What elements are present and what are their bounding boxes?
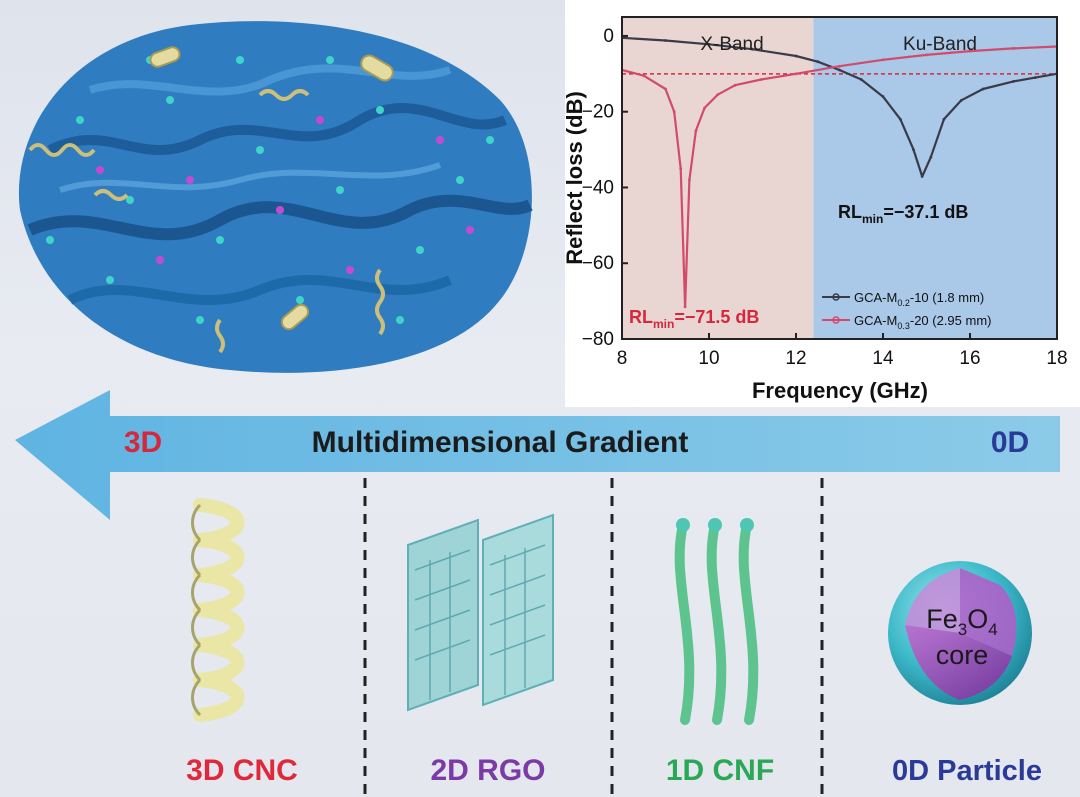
y-tick-label-4: −80: [582, 329, 614, 350]
reflection-loss-chart: 8 10 12 14 16 18 0 −20 −40 −60 −80 Reflect loss (d…: [562, 0, 1080, 407]
particle-formula: Fe3O4: [926, 604, 997, 639]
series-0-point-2: [707, 42, 711, 46]
axis-ticks: 8 10 12 14 16 18 0 −20 −40 −60 −80: [582, 26, 1068, 369]
plot-frame: [621, 16, 1058, 340]
y-tick-label-1: −20: [582, 102, 614, 123]
series-0-point-14: [959, 98, 963, 102]
series-0-point-16: [1012, 80, 1015, 83]
x-axis-label: Frequency (GHz): [752, 378, 928, 403]
series-1-point-1: [642, 74, 646, 78]
x-tick-label-2: 12: [785, 348, 806, 369]
legend-label-red: GCA-M0.3-20 (2.95 mm): [854, 313, 992, 331]
arrow-title: Multidimensional Gradient: [312, 426, 689, 459]
legend-marker-black: [832, 293, 840, 301]
chart-series-group: [622, 36, 1057, 309]
arrow-left-label: 3D: [124, 426, 162, 459]
series-1-point-2: [664, 87, 667, 91]
series-1-point-9: [716, 93, 720, 97]
y-tick-label-3: −60: [582, 253, 614, 274]
series-0-point-10: [912, 148, 915, 151]
label-1d-cnf: 1D CNF: [666, 754, 774, 787]
series-1-point-6: [688, 178, 691, 182]
chart-legend: GCA-M0.2-10 (1.8 mm) GCA-M0.3-20 (2.95 m…: [822, 290, 992, 331]
cnc-coil-illustration: [191, 498, 245, 722]
series-1-point-10: [733, 83, 737, 87]
band-region-1: [813, 17, 1057, 339]
series-0-point-13: [942, 117, 946, 121]
arrow-right-label: 0D: [991, 426, 1029, 459]
cnf-fibers-illustration: [674, 518, 759, 725]
series-1-point-7: [694, 129, 698, 133]
series-0-point-15: [981, 87, 985, 91]
series-1-point-11: [759, 78, 763, 81]
x-tick-label-1: 10: [698, 348, 719, 369]
series-0-point-9: [899, 117, 902, 121]
series-1-point-4: [679, 167, 683, 170]
aerogel-illustration: [18, 21, 533, 373]
gradient-arrow: 3D Multidimensional Gradient 0D: [15, 390, 1060, 520]
series-1-point-3: [672, 110, 676, 114]
y-tick-label-2: −40: [582, 177, 614, 198]
series-1-point-13: [838, 64, 841, 68]
band-region-0: [622, 17, 814, 339]
annotation-rlmin-red: RLmin=−71.5 dB: [629, 307, 759, 331]
label-0d-particle: 0D Particle: [892, 755, 1042, 787]
x-tick-label-3: 14: [872, 348, 894, 369]
band-label-x: X-Band: [700, 34, 763, 55]
series-0-point-6: [838, 68, 841, 72]
series-0-point-11: [920, 175, 924, 178]
series-0-point-8: [881, 95, 885, 98]
series-1-point-8: [703, 106, 707, 110]
x-tick-label-4: 16: [959, 348, 980, 369]
series-0-point-17: [1033, 76, 1037, 80]
x-tick-label-5: 18: [1046, 348, 1067, 369]
legend-marker-red: [832, 316, 840, 324]
series-0-point-7: [859, 78, 863, 81]
series-0-point-4: [794, 54, 798, 58]
x-tick-label-0: 8: [617, 348, 628, 369]
particle-core-label: core: [936, 640, 989, 670]
y-axis-label: Reflect loss (dB): [562, 91, 587, 265]
series-1-point-16: [968, 49, 972, 53]
series-1-point-17: [1012, 47, 1015, 50]
legend-label-black: GCA-M0.2-10 (1.8 mm): [854, 290, 984, 308]
band-label-ku: Ku-Band: [903, 34, 977, 55]
series-1-point-12: [794, 72, 798, 76]
y-tick-label-0: 0: [603, 26, 614, 47]
series-0-point-1: [664, 39, 667, 42]
frequency-bands: [622, 17, 1057, 339]
arrow-shape: [15, 390, 1060, 520]
label-2d-rgo: 2D RGO: [430, 754, 545, 787]
fe3o4-particle-illustration: Fe3O4 core: [888, 561, 1032, 705]
series-0-point-12: [929, 155, 933, 159]
series-1-point-5: [683, 305, 687, 309]
series-1-point-14: [881, 58, 885, 62]
series-0-point-3: [751, 47, 754, 51]
series-1-point-15: [925, 53, 928, 57]
label-3d-cnc: 3D CNC: [186, 754, 298, 787]
annotation-rlmin-black: RLmin=−37.1 dB: [838, 202, 968, 226]
rgo-sheets-illustration: [407, 513, 554, 712]
series-0-point-5: [816, 60, 820, 64]
